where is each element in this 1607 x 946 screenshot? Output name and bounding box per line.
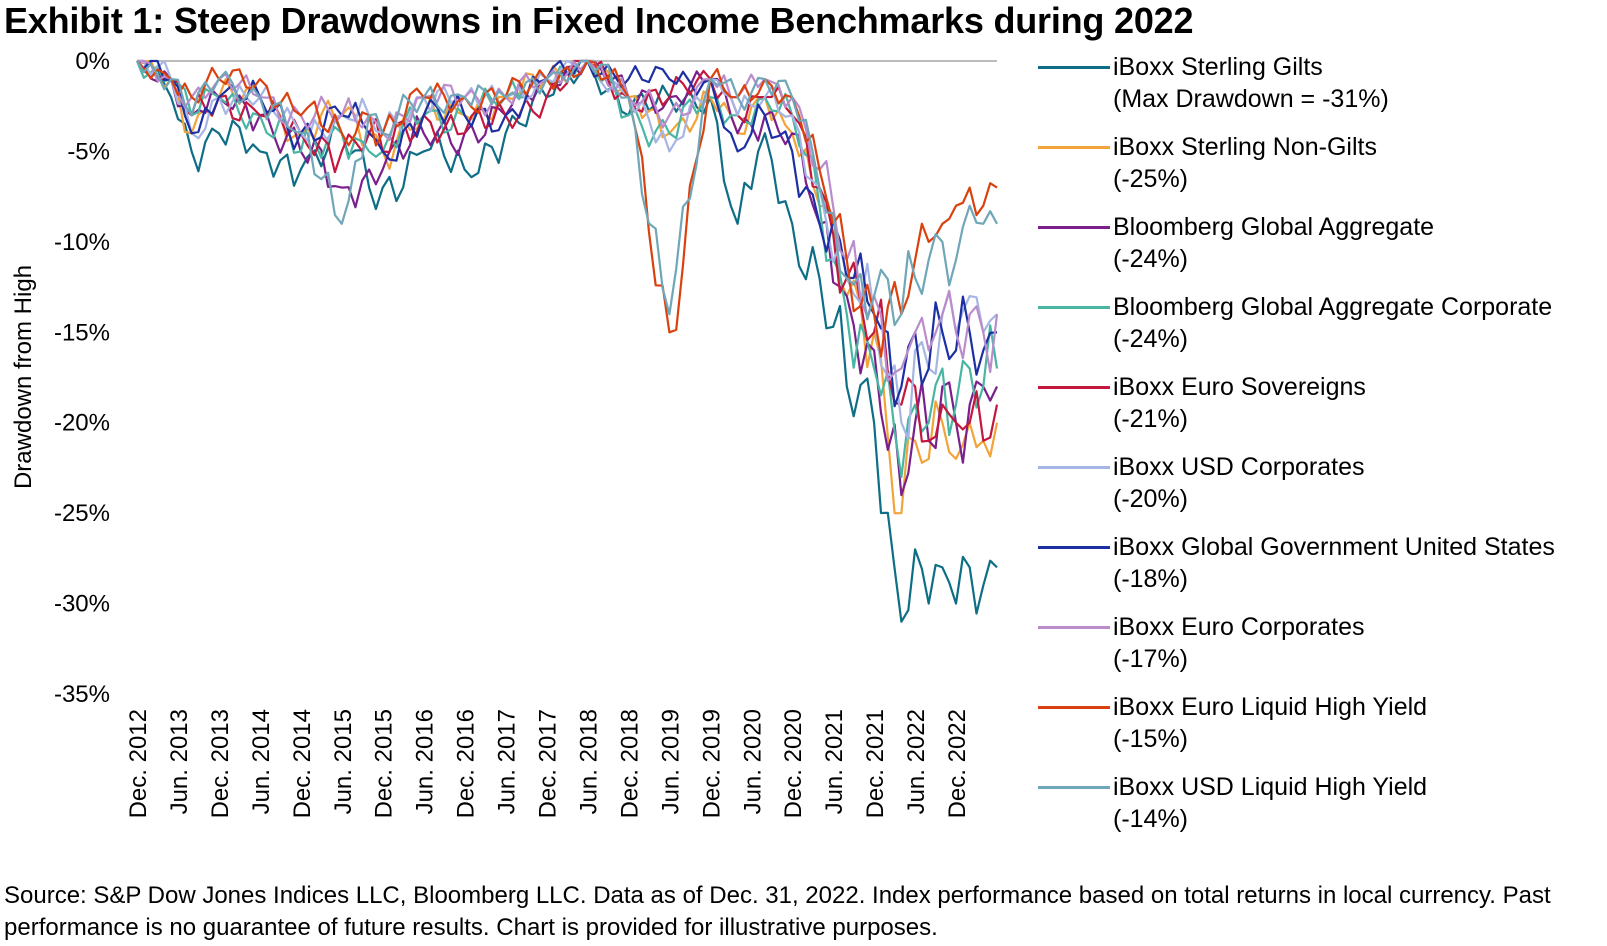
series-group xyxy=(135,59,999,623)
series-line xyxy=(136,59,998,327)
x-tick-label: Jun. 2019 xyxy=(657,709,684,814)
x-tick-label: Dec. 2015 xyxy=(371,709,398,818)
x-tick-label: Jun. 2015 xyxy=(330,709,357,814)
x-tick-label: Dec. 2017 xyxy=(535,709,562,818)
legend-series-name: iBoxx Euro Corporates xyxy=(1113,613,1365,641)
y-tick-label: -30% xyxy=(54,591,110,618)
legend-item: Bloomberg Global Aggregate (-24%) xyxy=(1038,211,1606,291)
legend-max-drawdown: (-15%) xyxy=(1113,725,1189,753)
legend-swatch xyxy=(1038,306,1110,309)
legend-swatch xyxy=(1038,466,1110,469)
legend-swatch xyxy=(1038,226,1110,229)
x-tick-label: Dec. 2014 xyxy=(289,709,316,818)
chart-title: Exhibit 1: Steep Drawdowns in Fixed Inco… xyxy=(4,0,1194,41)
y-tick-label: -25% xyxy=(54,500,110,527)
x-tick-label: Dec. 2012 xyxy=(125,709,152,818)
drawdown-line-chart: 0% -5% -10% -15% -20% -25% -30% -35% Dec. 2012 J… xyxy=(10,48,999,818)
legend-series-name: iBoxx Euro Liquid High Yield xyxy=(1113,693,1428,721)
x-tick-label: Jun. 2017 xyxy=(494,709,521,814)
source-note: Source: S&P Dow Jones Indices LLC, Bloom… xyxy=(4,882,1551,941)
legend-series-name: Bloomberg Global Aggregate Corporate xyxy=(1113,293,1553,321)
x-tick-label: Jun. 2016 xyxy=(412,709,439,814)
legend-item: iBoxx Sterling Non-Gilts (-25%) xyxy=(1038,131,1606,211)
series-line xyxy=(137,59,998,497)
legend-max-drawdown: (-25%) xyxy=(1113,165,1189,193)
legend-max-drawdown: (-17%) xyxy=(1113,645,1189,673)
legend-item: iBoxx Euro Corporates (-17%) xyxy=(1038,611,1606,691)
x-tick-label: Dec. 2020 xyxy=(780,709,807,818)
x-tick-label: Jun. 2014 xyxy=(248,709,275,814)
legend-series-name: iBoxx Sterling Non-Gilts xyxy=(1113,133,1377,161)
legend-series-name: iBoxx Euro Sovereigns xyxy=(1113,373,1366,401)
y-tick-label: -5% xyxy=(67,138,110,165)
legend-series-name: iBoxx USD Corporates xyxy=(1113,453,1365,481)
legend-max-drawdown: (-24%) xyxy=(1113,325,1189,353)
y-tick-label: -20% xyxy=(54,410,110,437)
x-tick-label: Dec. 2016 xyxy=(453,709,480,818)
legend-series-name: Bloomberg Global Aggregate xyxy=(1113,213,1435,241)
legend-item: iBoxx Global Government United States (-1… xyxy=(1038,531,1606,611)
legend-swatch xyxy=(1038,386,1110,389)
x-tick-label: Dec. 2019 xyxy=(698,709,725,818)
y-axis-label: Drawdown from High xyxy=(10,265,37,489)
legend-item: iBoxx USD Corporates (-20%) xyxy=(1038,451,1606,531)
x-tick-label: Dec. 2022 xyxy=(944,709,971,818)
legend-max-drawdown: (Max Drawdown = -31%) xyxy=(1113,85,1389,113)
x-tick-label: Jun. 2022 xyxy=(903,709,930,814)
legend-item: iBoxx Euro Liquid High Yield (-15%) xyxy=(1038,691,1606,771)
legend-swatch xyxy=(1038,786,1110,789)
y-tick-label: -35% xyxy=(54,681,110,708)
x-tick-label: Dec. 2013 xyxy=(207,709,234,818)
x-tick-label: Dec. 2018 xyxy=(616,709,643,818)
legend-item: iBoxx Sterling Gilts (Max Drawdown = -31%… xyxy=(1038,51,1606,131)
series-line xyxy=(137,59,999,383)
legend-max-drawdown: (-21%) xyxy=(1113,405,1189,433)
legend-series-name: iBoxx Sterling Gilts xyxy=(1113,53,1323,81)
x-tick-label: Jun. 2021 xyxy=(821,709,848,814)
y-tick-label: -15% xyxy=(54,319,110,346)
x-tick-label: Jun. 2018 xyxy=(575,709,602,814)
legend-swatch xyxy=(1038,626,1110,629)
legend-item: iBoxx USD Liquid High Yield (-14%) xyxy=(1038,771,1606,851)
x-tick-label: Dec. 2021 xyxy=(862,709,889,818)
legend-swatch xyxy=(1038,66,1110,69)
series-line xyxy=(136,59,998,408)
legend-swatch xyxy=(1038,706,1110,709)
legend-max-drawdown: (-18%) xyxy=(1113,565,1189,593)
y-tick-label: -10% xyxy=(54,229,110,256)
x-tick-label: Jun. 2013 xyxy=(166,709,193,814)
y-tick-label: 0% xyxy=(75,48,110,75)
legend-swatch xyxy=(1038,146,1110,149)
legend-max-drawdown: (-14%) xyxy=(1113,805,1189,833)
legend-max-drawdown: (-20%) xyxy=(1113,485,1189,513)
y-axis: 0% -5% -10% -15% -20% -25% -30% -35% xyxy=(54,48,110,708)
x-axis: Dec. 2012 Jun. 2013 Dec. 2013 Jun. 2014 Dec.… xyxy=(125,709,971,818)
legend-item: Bloomberg Global Aggregate Corporate (-24… xyxy=(1038,291,1606,371)
legend-series-name: iBoxx Global Government United States xyxy=(1113,533,1555,561)
legend-series-name: iBoxx USD Liquid High Yield xyxy=(1113,773,1428,801)
legend-item: iBoxx Euro Sovereigns (-21%) xyxy=(1038,371,1606,451)
x-tick-label: Jun. 2020 xyxy=(739,709,766,814)
legend-swatch xyxy=(1038,546,1110,549)
legend-max-drawdown: (-24%) xyxy=(1113,245,1189,273)
